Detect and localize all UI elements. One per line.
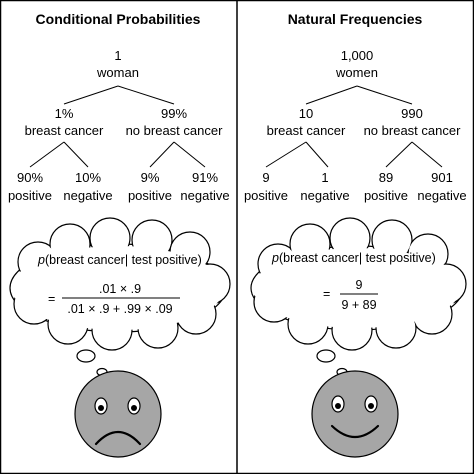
level2-label: positive	[8, 188, 52, 203]
root-value: 1,000	[341, 48, 374, 63]
level2-value: 9%	[141, 170, 160, 185]
level2-label: positive	[128, 188, 172, 203]
level2-label: positive	[244, 188, 288, 203]
root-label: women	[335, 65, 378, 80]
level1-value: 10	[299, 106, 313, 121]
level1-value: 99%	[161, 106, 187, 121]
formula-denominator: 9 + 89	[341, 298, 376, 312]
formula-expression: (breast cancer| test positive)	[45, 253, 202, 267]
level2-label: negative	[417, 188, 466, 203]
tree-branches	[265, 85, 443, 168]
level2-label: negative	[180, 188, 229, 203]
root-label: woman	[96, 65, 139, 80]
level2-value: 9	[262, 170, 269, 185]
level2-value: 89	[379, 170, 393, 185]
level2-label: negative	[63, 188, 112, 203]
tree-branches	[29, 85, 206, 168]
panel-conditional-probabilities: Conditional Probabilities 1 woman 1% bre…	[8, 11, 231, 458]
formula-equals: =	[48, 292, 55, 306]
level1-label: no breast cancer	[126, 123, 224, 138]
panel-natural-frequencies: Natural Frequencies 1,000 women 10 breas…	[244, 11, 467, 458]
formula-numerator: .01 × .9	[99, 282, 141, 296]
level2-value: 901	[431, 170, 453, 185]
sad-face-icon	[74, 370, 162, 458]
formula-p: p	[271, 251, 279, 265]
formula-numerator: 9	[356, 278, 363, 292]
level2-value: 90%	[17, 170, 43, 185]
level1-label: no breast cancer	[364, 123, 462, 138]
panel-title: Conditional Probabilities	[36, 11, 201, 27]
formula-p: p	[37, 253, 45, 267]
happy-face-icon	[311, 370, 399, 458]
formula-expression: (breast cancer| test positive)	[279, 251, 436, 265]
thought-bubble-dot	[76, 349, 96, 363]
level2-value: 1	[321, 170, 328, 185]
formula-equals: =	[323, 287, 330, 301]
level1-label: breast cancer	[25, 123, 104, 138]
thought-cloud	[9, 217, 231, 377]
level1-value: 1%	[55, 106, 74, 121]
level1-label: breast cancer	[267, 123, 346, 138]
thought-cloud	[250, 217, 467, 377]
thought-bubble-dot	[316, 349, 336, 363]
level2-value: 10%	[75, 170, 101, 185]
level2-label: positive	[364, 188, 408, 203]
panel-title: Natural Frequencies	[288, 11, 423, 27]
level1-value: 990	[401, 106, 423, 121]
level2-value: 91%	[192, 170, 218, 185]
formula-probability: p(breast cancer| test positive)	[271, 251, 436, 265]
formula-probability: p(breast cancer| test positive)	[37, 253, 202, 267]
root-value: 1	[114, 48, 121, 63]
formula-denominator: .01 × .9 + .99 × .09	[67, 302, 172, 316]
level2-label: negative	[300, 188, 349, 203]
